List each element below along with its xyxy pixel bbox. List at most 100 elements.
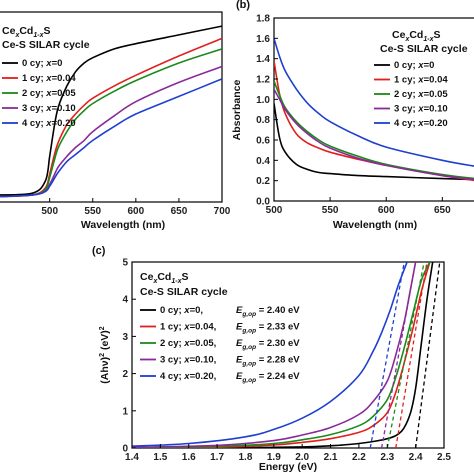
series-line-4: [132, 262, 408, 447]
x-tick-label-8: 2.2: [352, 452, 366, 463]
series-line-2: [0, 48, 222, 198]
legend-eg-2: Eg,op = 2.30 eV: [236, 338, 300, 351]
x-tick-label-4: 1.8: [239, 452, 253, 463]
x-tick-label-3: 650: [434, 205, 451, 216]
x-tick-label-9: 2.3: [380, 452, 394, 463]
fit-line-0: [414, 262, 441, 448]
legend-label-2: 2 cy; x=0.05,: [160, 338, 216, 349]
y-tick-label-7: 1.4: [256, 54, 270, 65]
panel-c-subtitle: Ce-S SILAR cycle: [140, 286, 228, 298]
panel-b-frame: [273, 17, 474, 202]
x-tick-label-0: 500: [266, 205, 283, 216]
series-line-2: [274, 80, 474, 180]
panel-c-frame: [131, 261, 445, 449]
x-tick-label-11: 2.5: [437, 452, 451, 463]
y-tick-label-3: 3: [122, 332, 128, 343]
panel-a-subtitle: Ce-S SILAR cycle: [2, 39, 90, 51]
x-tick-label-1: 550: [322, 205, 339, 216]
legend-label-2: 2 cy; x=0.05: [22, 88, 76, 99]
panel-c-xlabel: Energy (eV): [259, 461, 317, 473]
panel-b-plot: [274, 38, 474, 182]
panel-b-xlabel: Wavelength (nm): [333, 219, 417, 231]
panel-a-ticks: 500 550 600 650 700: [41, 198, 231, 217]
x-tick-label-6: 2.0: [295, 452, 309, 463]
legend-label-3: 3 cy; x=0.10,: [160, 355, 216, 366]
panel-b-ylabel: Absorbance: [231, 80, 243, 141]
legend-eg-0: Eg,op = 2.40 eV: [236, 305, 300, 318]
x-tick-label-4: 700: [214, 206, 231, 217]
x-tick-label-3: 1.7: [210, 452, 224, 463]
series-line-2: [132, 262, 431, 448]
x-tick-label-2: 600: [128, 206, 145, 217]
panel-c: (c) 1.4 1.5 1.6 1.7 1.8 1.9 2.0 2.1 2.2 2.3 2.4 2.5…: [92, 245, 451, 473]
legend-eg-4: Eg,op = 2.24 eV: [236, 371, 300, 384]
y-tick-label-3: 0.6: [256, 136, 270, 147]
x-tick-label-2: 600: [378, 205, 395, 216]
y-tick-label-5: 1.0: [256, 95, 270, 106]
legend-label-0: 0 cy; x=0: [22, 58, 62, 69]
legend-label-1: 1 cy; x=0.04: [394, 75, 448, 86]
series-line-4: [274, 38, 474, 167]
y-tick-label-0: 0: [122, 444, 128, 455]
legend-label-2: 2 cy; x=0.05: [394, 89, 448, 100]
x-tick-label-0: 500: [41, 206, 58, 217]
panel-c-ticks: 1.4 1.5 1.6 1.7 1.8 1.9 2.0 2.1 2.2 2.3 2.4 2.5 0 1 2 3…: [122, 258, 451, 464]
panel-b-subtitle: Ce-S SILAR cycle: [380, 43, 468, 55]
legend-label-3: 3 cy; x=0.10: [394, 104, 448, 115]
panel-a-title: CexCd1-xS: [2, 25, 50, 39]
panel-a-frame: [0, 11, 223, 203]
y-tick-label-8: 1.6: [256, 34, 270, 45]
series-line-1: [0, 37, 222, 198]
panel-c-title: CexCd1-xS: [140, 271, 188, 285]
panel-b-label: (b): [236, 0, 250, 11]
y-tick-label-9: 1.8: [256, 14, 270, 25]
x-tick-label-3: 650: [171, 206, 188, 217]
x-tick-label-7: 2.1: [324, 452, 338, 463]
legend-eg-1: Eg,op = 2.33 eV: [236, 322, 300, 335]
legend-label-4: 4 cy; x=0.20,: [160, 371, 216, 382]
panel-b-ticks: 500 550 600 650 0.0 0.2 0.4 0.6 0.8 1.0 1.2 1.4 1.6 1…: [256, 14, 451, 217]
y-tick-label-4: 4: [122, 295, 128, 306]
legend-label-4: 4 cy; x=0.20: [394, 118, 448, 129]
y-tick-label-2: 0.4: [256, 156, 270, 167]
series-line-0: [132, 262, 434, 448]
x-tick-label-2: 1.6: [182, 452, 196, 463]
series-line-3: [0, 65, 222, 198]
panel-a: 500 550 600 650 700 Wavelength (nm) CexCd1-x…: [0, 11, 231, 231]
series-line-4: [0, 78, 222, 198]
series-line-3: [274, 88, 474, 181]
series-line-0: [0, 25, 222, 196]
panel-a-legend: 0 cy; x=0 1 cy; x=0.04 2 cy; x=0.05 3 cy; x…: [2, 58, 76, 129]
y-tick-label-4: 0.8: [256, 115, 270, 126]
legend-label-0: 0 cy; x=0: [394, 60, 434, 71]
series-line-1: [132, 262, 431, 448]
legend-label-3: 3 cy; x=0.10: [22, 103, 76, 114]
y-tick-label-6: 1.2: [256, 75, 270, 86]
legend-label-1: 1 cy; x=0.04,: [160, 322, 216, 333]
panel-c-legend: 0 cy; x=0, Eg,op = 2.40 eV 1 cy; x=0.04, Eg…: [140, 305, 300, 384]
series-line-0: [274, 103, 474, 181]
fit-line-4: [369, 262, 405, 448]
legend-label-4: 4 cy; x=0.20: [22, 118, 76, 129]
panel-b-title: CexCd1-xS: [392, 29, 440, 43]
x-tick-label-5: 1.9: [267, 452, 281, 463]
panel-c-ylabel: (Ahν)2 (eV)2: [99, 326, 111, 384]
legend-label-1: 1 cy; x=0.04: [22, 73, 76, 84]
fit-line-2: [386, 262, 425, 448]
panel-b: (b) 500 550 600 650 0.0 0.2 0.4 0.6 0.8 1.0 1.2 1.4…: [231, 0, 474, 231]
legend-eg-3: Eg,op = 2.28 eV: [236, 355, 300, 368]
x-tick-label-1: 1.5: [153, 452, 167, 463]
fit-line-3: [380, 262, 417, 448]
panel-c-label: (c): [92, 245, 106, 257]
y-tick-label-0: 0.0: [256, 197, 270, 208]
x-tick-label-10: 2.4: [409, 452, 423, 463]
panel-c-plot: [132, 262, 441, 448]
panel-a-plot: [0, 25, 222, 198]
y-tick-label-1: 1: [122, 406, 128, 417]
y-tick-label-1: 0.2: [256, 176, 270, 187]
panel-a-xlabel: Wavelength (nm): [81, 219, 165, 231]
legend-label-0: 0 cy; x=0,: [160, 305, 203, 316]
fit-line-1: [395, 262, 428, 448]
y-tick-label-2: 2: [122, 369, 128, 380]
y-tick-label-5: 5: [122, 258, 128, 269]
